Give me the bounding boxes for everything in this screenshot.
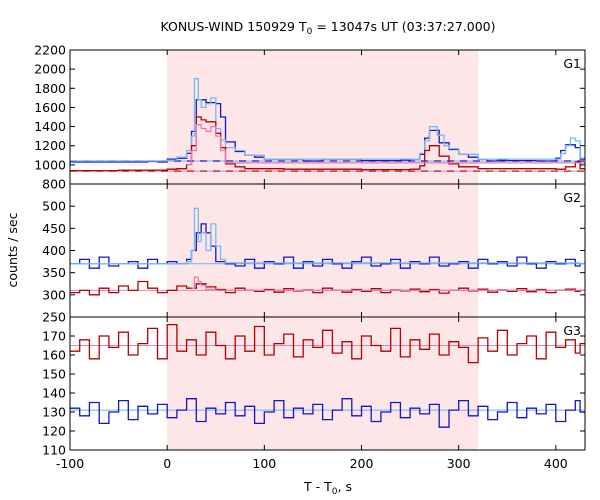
panel-g3: 110 120 130 140 150 160 170 G3 <box>42 316 586 458</box>
series-high-res <box>70 78 585 162</box>
y-tick-label: 150 <box>42 367 66 382</box>
chart-title: KONUS-WIND 150929 T0 = 13047s UT (03:37:… <box>160 19 495 37</box>
y-tick-label: 1800 <box>34 81 66 96</box>
series-low-res-red <box>70 323 585 364</box>
y-tick-label: 300 <box>42 287 66 302</box>
y-tick-label: 2000 <box>34 62 66 77</box>
x-axis-label: T - T0, s <box>303 479 352 497</box>
panel-label: G3 <box>563 323 581 338</box>
series-high-res-red <box>191 276 585 292</box>
plot-area: 8001000120014001600180020002200G12503003… <box>34 43 586 471</box>
x-tick-label: 200 <box>350 456 374 471</box>
y-tick-label: 500 <box>42 199 66 214</box>
y-tick-label: 350 <box>42 265 66 280</box>
y-tick-label: 160 <box>42 348 66 363</box>
y-axis-label: counts / sec <box>5 212 20 287</box>
y-tick-label: 110 <box>42 443 66 458</box>
x-tick-label: 400 <box>544 456 568 471</box>
y-tick-label: 120 <box>42 424 66 439</box>
series-low-res-blue <box>70 398 585 428</box>
y-tick-label: 170 <box>42 329 66 344</box>
series-high-res <box>70 207 585 265</box>
x-tick-label: 100 <box>252 456 276 471</box>
panel-g1: 800 1000 1200 1400 1600 1800 2000 2200 G1 <box>34 43 586 192</box>
x-tick-label: 0 <box>163 456 171 471</box>
y-tick-label: 1200 <box>34 138 66 153</box>
shaded-interval <box>167 50 479 450</box>
y-tick-label: 130 <box>42 405 66 420</box>
y-tick-label: 1000 <box>34 157 66 172</box>
panel-g2: 250 300 350 400 450 500 G2 <box>42 183 586 325</box>
y-tick-label: 400 <box>42 243 66 258</box>
panel-label: G2 <box>563 190 581 205</box>
series-high-res-red <box>186 124 585 166</box>
x-tick-label: 300 <box>447 456 471 471</box>
panel-frame <box>69 316 586 451</box>
y-tick-label: 800 <box>42 177 66 192</box>
y-tick-label: 140 <box>42 386 66 401</box>
y-tick-label: 250 <box>42 310 66 325</box>
y-tick-label: 1400 <box>34 119 66 134</box>
y-tick-label: 2200 <box>34 43 66 58</box>
x-tick-label: -100 <box>56 456 84 471</box>
y-tick-label: 450 <box>42 221 66 236</box>
y-tick-label: 1600 <box>34 100 66 115</box>
panel-label: G1 <box>563 56 581 71</box>
